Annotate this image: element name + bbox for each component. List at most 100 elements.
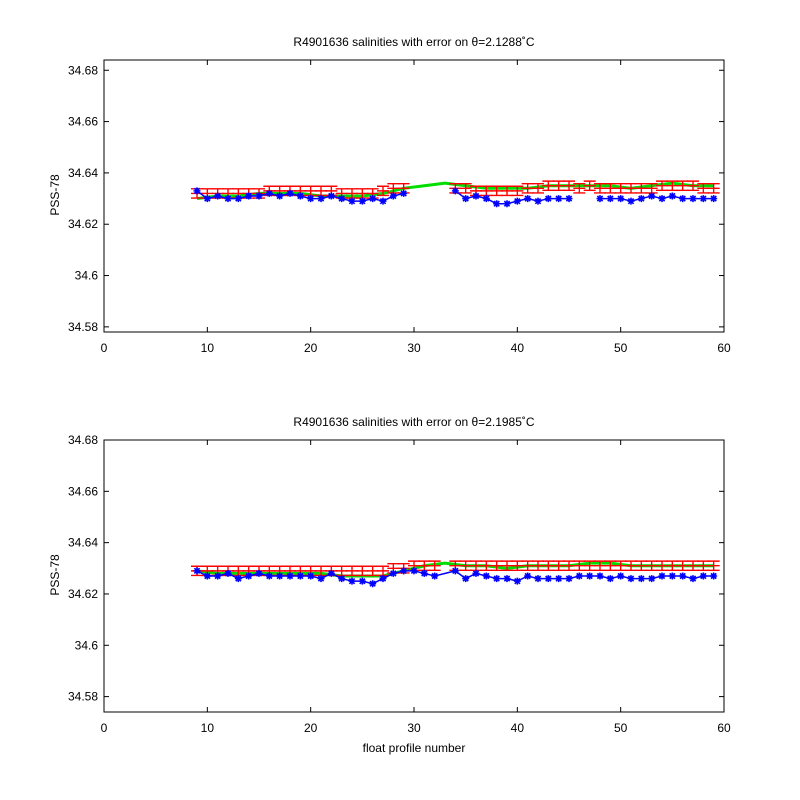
error-bar xyxy=(635,182,648,194)
data-point xyxy=(493,575,501,583)
error-bar xyxy=(614,560,627,572)
data-point xyxy=(544,195,552,203)
data-point xyxy=(193,567,201,575)
data-point xyxy=(637,195,645,203)
data-point xyxy=(193,187,201,195)
error-bar xyxy=(490,560,503,572)
data-point xyxy=(338,575,346,583)
error-bar xyxy=(418,560,431,572)
data-point xyxy=(555,195,563,203)
error-bar xyxy=(315,185,327,197)
x-tick-label: 20 xyxy=(304,341,318,355)
x-axis-label: float profile number xyxy=(363,741,466,755)
error-bar xyxy=(521,560,534,572)
data-point xyxy=(493,200,501,208)
data-point xyxy=(627,197,635,205)
data-point xyxy=(214,192,222,200)
x-tick-label: 30 xyxy=(407,721,421,735)
x-tick-label: 50 xyxy=(614,341,628,355)
error-bar xyxy=(480,185,493,197)
y-tick-label: 34.66 xyxy=(68,484,98,498)
error-bar xyxy=(656,180,668,192)
data-point xyxy=(296,572,304,580)
error-bar xyxy=(697,182,710,194)
data-point xyxy=(699,195,707,203)
data-point xyxy=(296,192,304,200)
data-point xyxy=(534,575,542,583)
error-bar xyxy=(594,560,606,572)
error-bar xyxy=(645,560,658,572)
error-bar xyxy=(563,180,575,192)
data-point xyxy=(679,572,687,580)
error-bar xyxy=(687,180,699,192)
error-bar xyxy=(573,182,586,194)
data-point xyxy=(265,189,273,197)
error-bar xyxy=(521,182,534,194)
error-bar xyxy=(583,180,596,192)
error-bar xyxy=(459,560,472,572)
data-point xyxy=(524,195,532,203)
data-point xyxy=(369,580,377,588)
error-bar xyxy=(511,185,524,197)
data-point xyxy=(482,195,490,203)
data-point xyxy=(410,567,418,575)
error-bar xyxy=(625,560,637,572)
error-bar xyxy=(604,560,617,572)
error-bar xyxy=(325,185,338,197)
data-point xyxy=(503,200,511,208)
data-point xyxy=(307,195,315,203)
data-point xyxy=(637,575,645,583)
data-point xyxy=(451,187,459,195)
error-bar xyxy=(284,565,296,577)
error-bar xyxy=(604,182,617,194)
error-bar xyxy=(294,185,307,197)
error-bar xyxy=(490,185,503,197)
error-bar xyxy=(511,560,524,572)
error-bar xyxy=(583,560,596,572)
data-point xyxy=(307,572,315,580)
data-point xyxy=(286,572,294,580)
error-bar xyxy=(315,565,327,577)
x-tick-label: 40 xyxy=(511,721,525,735)
error-bar xyxy=(676,180,689,192)
data-point xyxy=(379,575,387,583)
data-point xyxy=(265,572,273,580)
data-point xyxy=(524,572,532,580)
x-tick-label: 60 xyxy=(717,721,731,735)
y-tick-label: 34.58 xyxy=(68,690,98,704)
error-bar xyxy=(242,565,255,577)
error-bar xyxy=(356,565,369,577)
data-point xyxy=(214,572,222,580)
data-point xyxy=(503,575,511,583)
error-bar xyxy=(470,185,482,197)
error-bar xyxy=(201,565,214,577)
data-point xyxy=(555,575,563,583)
data-point xyxy=(431,572,439,580)
data-point xyxy=(565,575,573,583)
data-point xyxy=(420,569,428,577)
x-tick-label: 60 xyxy=(717,341,731,355)
data-point xyxy=(400,567,408,575)
top-chart-panel: R4901636 salinities with error on θ=2.12… xyxy=(48,35,731,355)
data-point xyxy=(451,567,459,575)
data-point xyxy=(627,575,635,583)
y-axis-label: PSS-78 xyxy=(48,174,62,216)
data-point xyxy=(462,575,470,583)
error-bar xyxy=(635,560,648,572)
data-point xyxy=(348,577,356,585)
data-point xyxy=(317,575,325,583)
data-point xyxy=(617,195,625,203)
error-bar xyxy=(542,560,555,572)
error-bar xyxy=(408,560,420,572)
error-bar xyxy=(573,560,586,572)
error-bar xyxy=(335,188,348,199)
data-point xyxy=(648,192,656,200)
data-point xyxy=(358,577,366,585)
data-point xyxy=(286,189,294,197)
error-bar xyxy=(532,560,544,572)
error-bar xyxy=(470,560,482,572)
error-bar xyxy=(687,560,699,572)
data-point xyxy=(668,192,676,200)
data-point xyxy=(710,195,718,203)
error-bar xyxy=(449,560,462,572)
